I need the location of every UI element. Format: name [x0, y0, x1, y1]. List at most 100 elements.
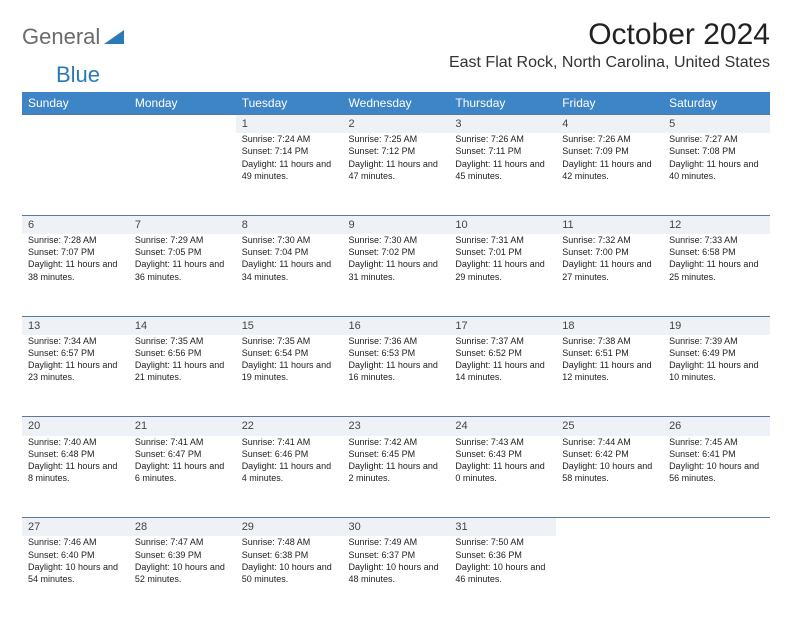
day-number: 5	[663, 115, 770, 134]
day-cell: Sunrise: 7:30 AMSunset: 7:04 PMDaylight:…	[236, 234, 343, 316]
day-cell-content: Sunrise: 7:27 AMSunset: 7:08 PMDaylight:…	[669, 133, 764, 182]
day-cell: Sunrise: 7:26 AMSunset: 7:09 PMDaylight:…	[556, 133, 663, 215]
sunrise-text: Sunrise: 7:35 AM	[135, 335, 230, 347]
day-cell	[556, 536, 663, 618]
daylight-text: Daylight: 11 hours and 23 minutes.	[28, 359, 123, 383]
day-cell-content: Sunrise: 7:47 AMSunset: 6:39 PMDaylight:…	[135, 536, 230, 585]
day-cell: Sunrise: 7:27 AMSunset: 7:08 PMDaylight:…	[663, 133, 770, 215]
day-cell	[22, 133, 129, 215]
day-cell-content: Sunrise: 7:38 AMSunset: 6:51 PMDaylight:…	[562, 335, 657, 384]
sunset-text: Sunset: 6:52 PM	[455, 347, 550, 359]
daylight-text: Daylight: 10 hours and 56 minutes.	[669, 460, 764, 484]
weekday-header-row: Sunday Monday Tuesday Wednesday Thursday…	[22, 92, 770, 115]
day-number: 1	[236, 115, 343, 134]
sunset-text: Sunset: 6:41 PM	[669, 448, 764, 460]
sunrise-text: Sunrise: 7:34 AM	[28, 335, 123, 347]
sunrise-text: Sunrise: 7:28 AM	[28, 234, 123, 246]
daylight-text: Daylight: 11 hours and 6 minutes.	[135, 460, 230, 484]
day-number: 25	[556, 417, 663, 436]
day-cell-content: Sunrise: 7:31 AMSunset: 7:01 PMDaylight:…	[455, 234, 550, 283]
day-number: 31	[449, 518, 556, 537]
daylight-text: Daylight: 11 hours and 38 minutes.	[28, 258, 123, 282]
daylight-text: Daylight: 11 hours and 45 minutes.	[455, 158, 550, 182]
daylight-text: Daylight: 11 hours and 40 minutes.	[669, 158, 764, 182]
day-number-row: 2728293031	[22, 518, 770, 537]
day-cell: Sunrise: 7:25 AMSunset: 7:12 PMDaylight:…	[343, 133, 450, 215]
sunrise-text: Sunrise: 7:46 AM	[28, 536, 123, 548]
daylight-text: Daylight: 11 hours and 49 minutes.	[242, 158, 337, 182]
day-cell-content: Sunrise: 7:26 AMSunset: 7:11 PMDaylight:…	[455, 133, 550, 182]
day-number-row: 20212223242526	[22, 417, 770, 436]
day-cell: Sunrise: 7:45 AMSunset: 6:41 PMDaylight:…	[663, 436, 770, 518]
sunset-text: Sunset: 7:14 PM	[242, 145, 337, 157]
day-number: 30	[343, 518, 450, 537]
day-content-row: Sunrise: 7:40 AMSunset: 6:48 PMDaylight:…	[22, 436, 770, 518]
sunrise-text: Sunrise: 7:31 AM	[455, 234, 550, 246]
day-cell-content: Sunrise: 7:24 AMSunset: 7:14 PMDaylight:…	[242, 133, 337, 182]
sunset-text: Sunset: 6:46 PM	[242, 448, 337, 460]
sunrise-text: Sunrise: 7:50 AM	[455, 536, 550, 548]
day-cell-content: Sunrise: 7:49 AMSunset: 6:37 PMDaylight:…	[349, 536, 444, 585]
day-cell-content: Sunrise: 7:42 AMSunset: 6:45 PMDaylight:…	[349, 436, 444, 485]
day-number: 16	[343, 316, 450, 335]
sunrise-text: Sunrise: 7:30 AM	[242, 234, 337, 246]
day-cell-content: Sunrise: 7:48 AMSunset: 6:38 PMDaylight:…	[242, 536, 337, 585]
logo-word1: General	[22, 24, 100, 50]
day-number: 10	[449, 215, 556, 234]
sunrise-text: Sunrise: 7:38 AM	[562, 335, 657, 347]
daylight-text: Daylight: 11 hours and 10 minutes.	[669, 359, 764, 383]
day-cell: Sunrise: 7:50 AMSunset: 6:36 PMDaylight:…	[449, 536, 556, 618]
sunrise-text: Sunrise: 7:45 AM	[669, 436, 764, 448]
sunset-text: Sunset: 6:39 PM	[135, 549, 230, 561]
day-cell: Sunrise: 7:36 AMSunset: 6:53 PMDaylight:…	[343, 335, 450, 417]
day-cell: Sunrise: 7:32 AMSunset: 7:00 PMDaylight:…	[556, 234, 663, 316]
day-number: 2	[343, 115, 450, 134]
day-cell: Sunrise: 7:30 AMSunset: 7:02 PMDaylight:…	[343, 234, 450, 316]
sunrise-text: Sunrise: 7:26 AM	[562, 133, 657, 145]
day-number: 11	[556, 215, 663, 234]
daylight-text: Daylight: 11 hours and 36 minutes.	[135, 258, 230, 282]
weekday-header: Thursday	[449, 92, 556, 115]
daylight-text: Daylight: 11 hours and 12 minutes.	[562, 359, 657, 383]
day-number	[22, 115, 129, 134]
daylight-text: Daylight: 11 hours and 8 minutes.	[28, 460, 123, 484]
sunset-text: Sunset: 6:49 PM	[669, 347, 764, 359]
day-cell-content: Sunrise: 7:34 AMSunset: 6:57 PMDaylight:…	[28, 335, 123, 384]
day-cell-content: Sunrise: 7:35 AMSunset: 6:54 PMDaylight:…	[242, 335, 337, 384]
daylight-text: Daylight: 11 hours and 19 minutes.	[242, 359, 337, 383]
daylight-text: Daylight: 11 hours and 0 minutes.	[455, 460, 550, 484]
sunset-text: Sunset: 7:04 PM	[242, 246, 337, 258]
sunset-text: Sunset: 6:47 PM	[135, 448, 230, 460]
day-cell-content: Sunrise: 7:32 AMSunset: 7:00 PMDaylight:…	[562, 234, 657, 283]
sunset-text: Sunset: 6:37 PM	[349, 549, 444, 561]
month-title: October 2024	[449, 18, 770, 52]
sunrise-text: Sunrise: 7:27 AM	[669, 133, 764, 145]
day-number: 22	[236, 417, 343, 436]
daylight-text: Daylight: 10 hours and 58 minutes.	[562, 460, 657, 484]
logo-triangle-icon	[104, 24, 124, 50]
day-cell-content: Sunrise: 7:46 AMSunset: 6:40 PMDaylight:…	[28, 536, 123, 585]
day-number: 15	[236, 316, 343, 335]
day-content-row: Sunrise: 7:34 AMSunset: 6:57 PMDaylight:…	[22, 335, 770, 417]
logo-word2-wrap: Blue	[22, 62, 770, 88]
day-cell-content: Sunrise: 7:50 AMSunset: 6:36 PMDaylight:…	[455, 536, 550, 585]
sunrise-text: Sunrise: 7:26 AM	[455, 133, 550, 145]
daylight-text: Daylight: 11 hours and 42 minutes.	[562, 158, 657, 182]
daylight-text: Daylight: 11 hours and 21 minutes.	[135, 359, 230, 383]
day-number: 29	[236, 518, 343, 537]
sunset-text: Sunset: 7:00 PM	[562, 246, 657, 258]
day-cell-content: Sunrise: 7:36 AMSunset: 6:53 PMDaylight:…	[349, 335, 444, 384]
daylight-text: Daylight: 11 hours and 2 minutes.	[349, 460, 444, 484]
sunset-text: Sunset: 7:07 PM	[28, 246, 123, 258]
sunrise-text: Sunrise: 7:32 AM	[562, 234, 657, 246]
day-number-row: 13141516171819	[22, 316, 770, 335]
sunset-text: Sunset: 7:01 PM	[455, 246, 550, 258]
day-cell-content: Sunrise: 7:30 AMSunset: 7:04 PMDaylight:…	[242, 234, 337, 283]
sunset-text: Sunset: 6:42 PM	[562, 448, 657, 460]
day-number	[556, 518, 663, 537]
sunrise-text: Sunrise: 7:24 AM	[242, 133, 337, 145]
daylight-text: Daylight: 11 hours and 14 minutes.	[455, 359, 550, 383]
day-number: 19	[663, 316, 770, 335]
day-cell-content: Sunrise: 7:44 AMSunset: 6:42 PMDaylight:…	[562, 436, 657, 485]
calendar-body: 12345Sunrise: 7:24 AMSunset: 7:14 PMDayl…	[22, 115, 770, 618]
